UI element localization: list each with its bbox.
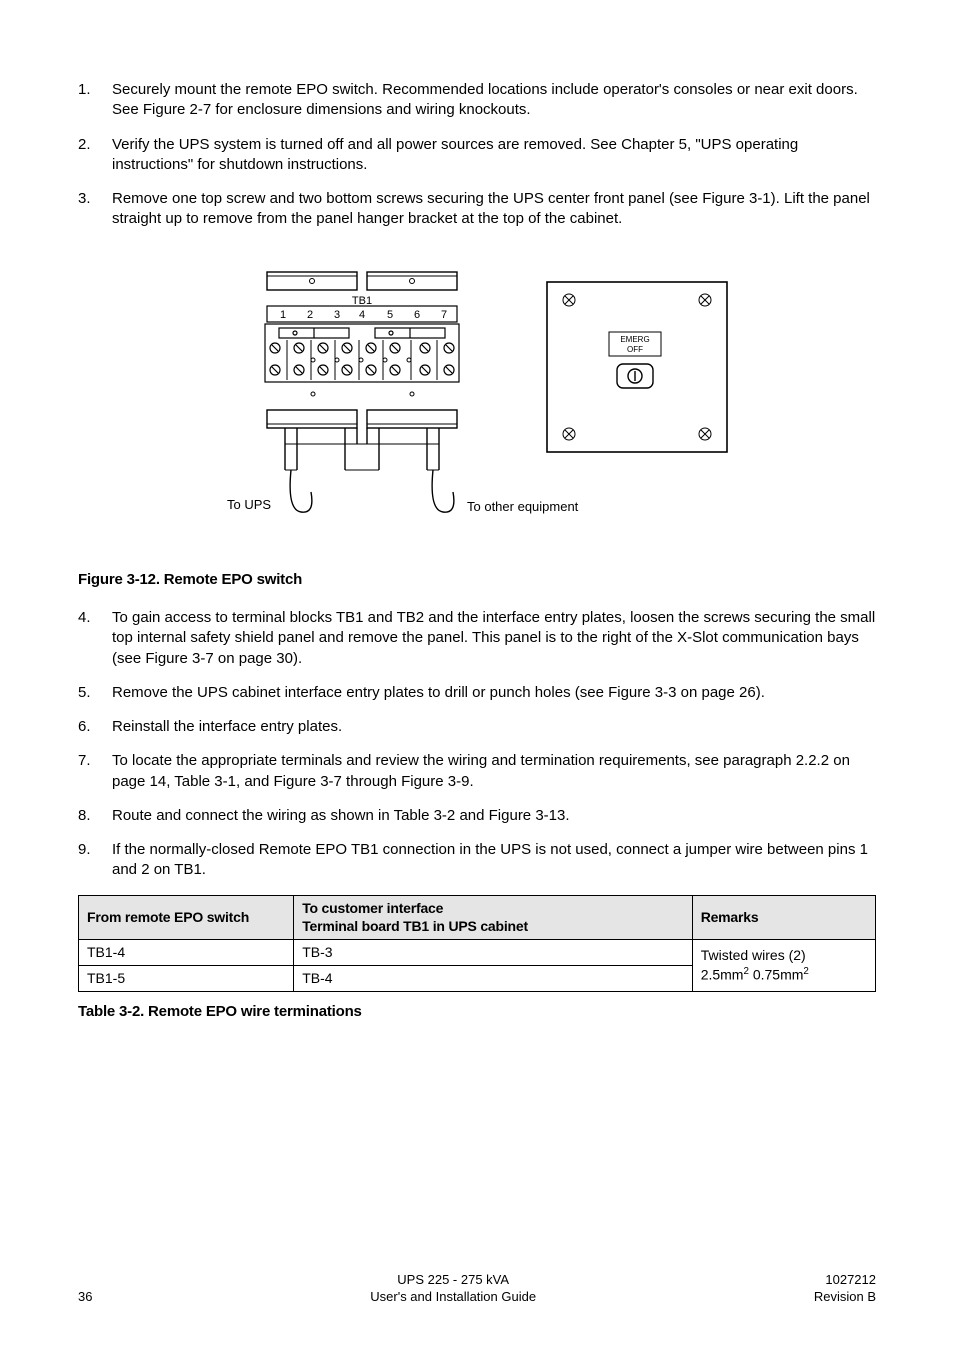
steps-bottom: 4.To gain access to terminal blocks TB1 …	[78, 608, 876, 881]
svg-text:To UPS: To UPS	[227, 497, 271, 512]
page-number: 36	[78, 1288, 92, 1306]
figure-caption: Figure 3-12. Remote EPO switch	[78, 570, 876, 590]
svg-text:7: 7	[441, 309, 447, 321]
cell: TB-3	[294, 940, 693, 966]
step-9: 9.If the normally-closed Remote EPO TB1 …	[78, 840, 876, 881]
steps-top: 1.Securely mount the remote EPO switch. …	[78, 80, 876, 230]
svg-text:3: 3	[334, 309, 340, 321]
step-num: 7.	[78, 751, 112, 792]
step-num: 8.	[78, 806, 112, 826]
footer-right: 1027212Revision B	[814, 1271, 876, 1306]
svg-text:EMERG: EMERG	[620, 335, 649, 344]
step-3: 3.Remove one top screw and two bottom sc…	[78, 189, 876, 230]
figure-3-12: TB1 1 2 3 4 5 6 7	[78, 264, 876, 560]
step-text: To gain access to terminal blocks TB1 an…	[112, 608, 876, 669]
table-caption: Table 3-2. Remote EPO wire terminations	[78, 1002, 876, 1022]
step-text: Remove one top screw and two bottom scre…	[112, 189, 876, 230]
step-text: If the normally-closed Remote EPO TB1 co…	[112, 840, 876, 881]
step-num: 6.	[78, 717, 112, 737]
th-remarks: Remarks	[692, 895, 875, 940]
svg-text:OFF: OFF	[627, 345, 643, 354]
step-7: 7.To locate the appropriate terminals an…	[78, 751, 876, 792]
step-8: 8.Route and connect the wiring as shown …	[78, 806, 876, 826]
svg-text:4: 4	[359, 309, 365, 321]
step-5: 5.Remove the UPS cabinet interface entry…	[78, 683, 876, 703]
cell: TB-4	[294, 966, 693, 992]
table-3-2: From remote EPO switch To customer inter…	[78, 895, 876, 993]
step-text: Verify the UPS system is turned off and …	[112, 135, 876, 176]
step-4: 4.To gain access to terminal blocks TB1 …	[78, 608, 876, 669]
table-row: TB1-4 TB-3 Twisted wires (2) 2.5mm2 0.75…	[79, 940, 876, 966]
step-num: 9.	[78, 840, 112, 881]
step-text: Securely mount the remote EPO switch. Re…	[112, 80, 876, 121]
step-num: 5.	[78, 683, 112, 703]
svg-text:2: 2	[307, 309, 313, 321]
svg-text:To other equipment: To other equipment	[467, 499, 579, 514]
cell: TB1-4	[79, 940, 294, 966]
footer-center: UPS 225 - 275 kVAUser's and Installation…	[92, 1271, 813, 1306]
step-text: Route and connect the wiring as shown in…	[112, 806, 876, 826]
step-6: 6.Reinstall the interface entry plates.	[78, 717, 876, 737]
svg-text:5: 5	[387, 309, 393, 321]
th-to: To customer interfaceTerminal board TB1 …	[294, 895, 693, 940]
step-num: 2.	[78, 135, 112, 176]
step-2: 2.Verify the UPS system is turned off an…	[78, 135, 876, 176]
step-text: Remove the UPS cabinet interface entry p…	[112, 683, 876, 703]
step-1: 1.Securely mount the remote EPO switch. …	[78, 80, 876, 121]
th-from: From remote EPO switch	[79, 895, 294, 940]
svg-text:TB1: TB1	[352, 295, 372, 307]
step-text: To locate the appropriate terminals and …	[112, 751, 876, 792]
page-footer: 36 UPS 225 - 275 kVAUser's and Installat…	[78, 1271, 876, 1306]
step-num: 3.	[78, 189, 112, 230]
svg-text:6: 6	[414, 309, 420, 321]
step-text: Reinstall the interface entry plates.	[112, 717, 876, 737]
svg-text:1: 1	[280, 309, 286, 321]
step-num: 1.	[78, 80, 112, 121]
step-num: 4.	[78, 608, 112, 669]
cell-remarks: Twisted wires (2) 2.5mm2 0.75mm2	[692, 940, 875, 992]
cell: TB1-5	[79, 966, 294, 992]
